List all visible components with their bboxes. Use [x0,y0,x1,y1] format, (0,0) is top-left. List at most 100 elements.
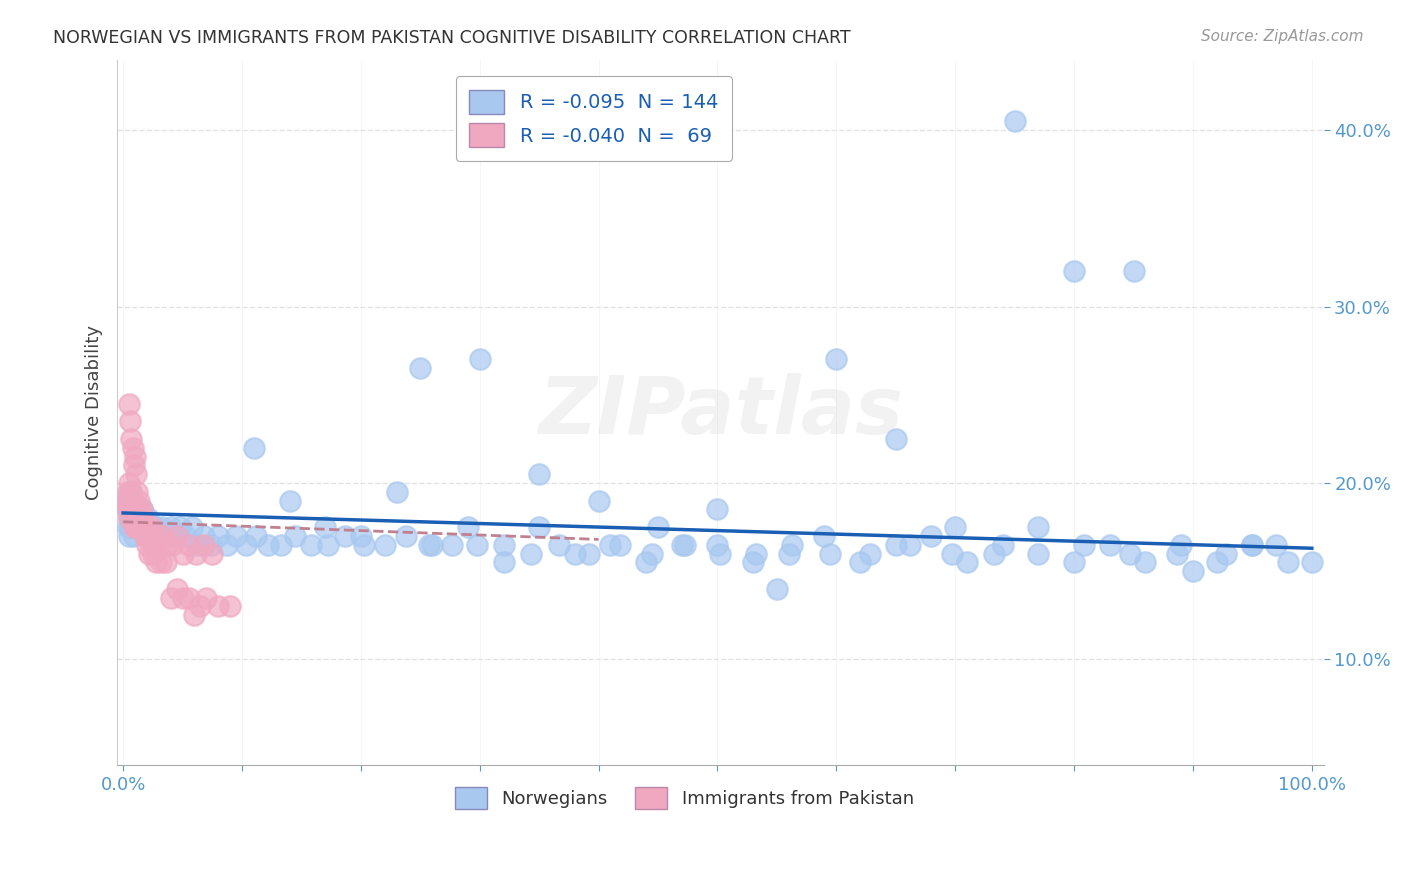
Point [129,520,152,534]
Point [122,502,145,516]
Point [128,511,150,525]
Point [270,538,292,552]
Point [956,555,979,569]
Point [143,529,166,543]
Point [350,529,373,543]
Point [884,538,907,552]
Point [820,547,842,561]
Point [1170,538,1192,552]
Point [120,511,142,525]
Point [125,520,148,534]
Point [441,538,464,552]
Point [127,520,149,534]
Point [132,520,155,534]
Point [118,511,141,525]
Point [172,591,194,605]
Point [1028,520,1050,534]
Point [1215,547,1237,561]
Point [124,511,146,525]
Point [141,520,163,534]
Point [135,520,157,534]
Point [1063,555,1085,569]
Point [943,520,966,534]
Point [193,538,215,552]
Point [599,538,621,552]
Point [207,529,229,543]
Point [121,493,143,508]
Point [184,547,207,561]
Point [457,520,479,534]
Point [671,538,693,552]
Text: Source: ZipAtlas.com: Source: ZipAtlas.com [1201,29,1364,44]
Point [200,538,222,552]
Point [122,458,145,473]
Point [121,502,143,516]
Point [128,511,150,525]
Point [187,538,209,552]
Point [849,555,872,569]
Point [159,520,181,534]
Point [742,555,765,569]
Point [418,538,440,552]
Point [813,529,835,543]
Point [120,493,142,508]
Point [169,520,191,534]
Point [138,547,160,561]
Point [177,591,200,605]
Point [125,467,148,482]
Point [128,502,150,516]
Point [131,520,153,534]
Point [127,511,149,525]
Point [121,502,143,516]
Point [122,511,145,525]
Text: ZIPatlas: ZIPatlas [538,374,903,451]
Point [215,538,238,552]
Point [385,484,408,499]
Point [1301,555,1323,569]
Point [548,538,571,552]
Point [118,396,141,410]
Point [132,520,155,534]
Legend: Norwegians, Immigrants from Pakistan: Norwegians, Immigrants from Pakistan [447,780,921,816]
Point [134,520,156,534]
Point [225,529,247,543]
Point [127,484,149,499]
Point [278,493,301,508]
Point [527,520,550,534]
Point [128,511,150,525]
Point [136,511,159,525]
Point [142,547,165,561]
Point [120,414,142,428]
Point [117,493,139,508]
Point [183,608,205,623]
Point [125,502,148,516]
Point [145,529,167,543]
Point [120,484,142,499]
Point [395,529,418,543]
Point [120,484,142,499]
Point [1063,264,1085,278]
Point [118,529,141,543]
Point [492,538,515,552]
Point [149,538,172,552]
Point [1277,555,1299,569]
Point [131,502,153,516]
Point [172,547,194,561]
Point [193,529,215,543]
Point [117,520,139,534]
Point [125,511,148,525]
Point [983,547,1005,561]
Point [150,520,173,534]
Point [145,555,167,569]
Point [120,502,142,516]
Point [156,538,179,552]
Point [134,520,156,534]
Point [118,484,141,499]
Point [131,502,153,516]
Point [115,502,138,516]
Point [207,599,229,614]
Point [578,547,600,561]
Point [706,502,728,516]
Point [709,547,731,561]
Point [122,520,145,534]
